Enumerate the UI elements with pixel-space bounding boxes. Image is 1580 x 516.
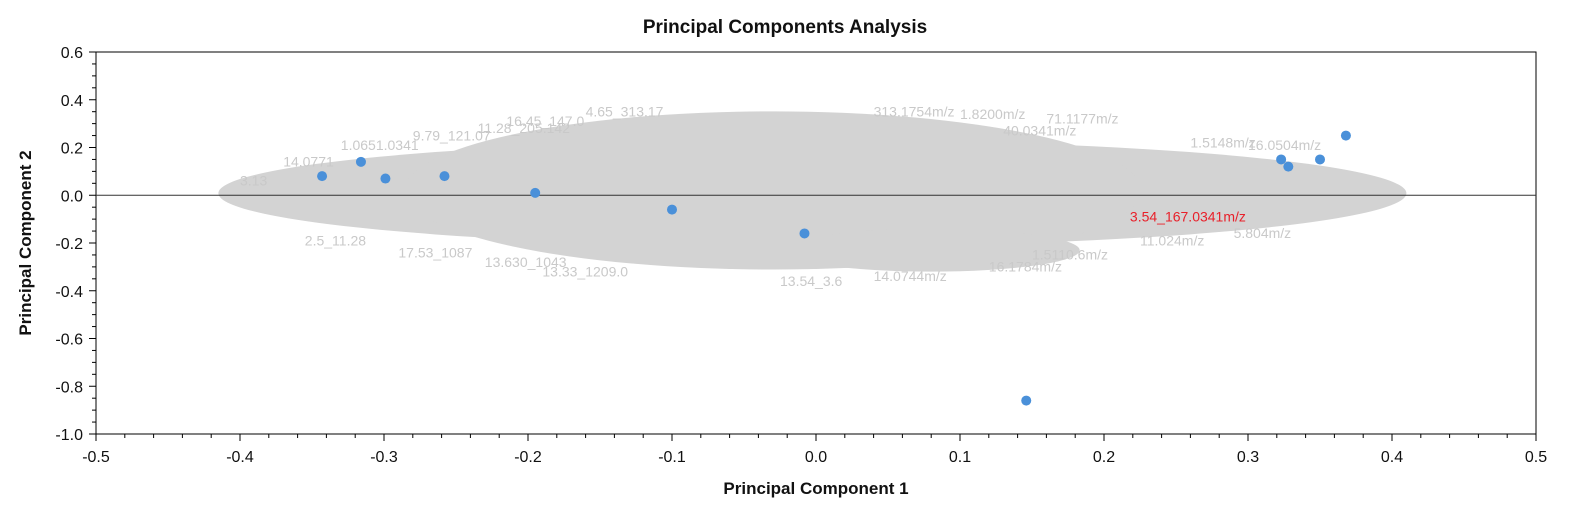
- x-tick-label: -0.4: [226, 449, 254, 466]
- y-tick-label: 0.4: [61, 93, 83, 110]
- cloud-label: 1.0651.0341: [341, 137, 419, 153]
- data-point[interactable]: [1315, 154, 1325, 165]
- data-points: 3.54_167.0341m/z: [317, 130, 1351, 406]
- cloud-label: 11.024m/z: [1140, 232, 1204, 248]
- y-tick-label: 0.2: [61, 141, 83, 158]
- label-cloud-core: [782, 228, 1080, 272]
- highlighted-label: 3.54_167.0341m/z: [1130, 209, 1246, 225]
- y-tick-label: -0.2: [55, 236, 83, 253]
- cloud-label: 17.53_1087: [398, 244, 472, 260]
- cloud-label: 71.1177m/z: [1046, 111, 1118, 127]
- label-cloud: 16.45_147.04.65_313.17 313.1754m/z 1.8200m…: [218, 103, 1407, 289]
- cloud-label: 13.630_1043: [485, 254, 567, 270]
- cloud-label: 1.5110.6m/z: [1032, 247, 1108, 263]
- x-tick-label: 0.2: [1093, 449, 1115, 466]
- data-point[interactable]: [1021, 395, 1032, 406]
- data-point[interactable]: [1340, 130, 1351, 141]
- data-point[interactable]: [1283, 161, 1294, 172]
- cloud-label: 14.0771: [283, 154, 334, 170]
- cloud-label: 9.79_121.07: [413, 127, 491, 143]
- data-point[interactable]: [667, 204, 677, 215]
- y-tick-label: -0.6: [55, 332, 83, 349]
- cloud-label: 5.804m/z: [1234, 225, 1292, 241]
- data-point[interactable]: [439, 171, 450, 182]
- x-axis-label: Principal Component 1: [723, 479, 908, 498]
- y-tick-label: -1.0: [55, 427, 83, 444]
- x-tick-label: 0.3: [1237, 449, 1259, 466]
- y-axis-label: Principal Component 2: [16, 150, 35, 335]
- x-tick-label: -0.3: [370, 449, 398, 466]
- data-point[interactable]: [530, 187, 541, 198]
- axes: -0.5 -0.4 -0.3 -0.2 -0.1 0.0 0.1 0.2 0.3 0.4 0.5 0.…: [55, 45, 1547, 466]
- data-point[interactable]: [380, 173, 391, 184]
- cloud-label: 4.65_313.17: [586, 103, 664, 119]
- cloud-label: 1.8200m/z: [960, 106, 1025, 122]
- y-tick-label: 0.0: [61, 188, 83, 205]
- cloud-label: 16.45_147.0: [506, 113, 584, 129]
- cloud-label: 40.0341m/z: [1003, 123, 1076, 139]
- cloud-label: 11.28_205.142: [478, 120, 571, 136]
- x-tick-label: 0.4: [1381, 449, 1403, 466]
- x-tick-label: 0.0: [805, 449, 827, 466]
- x-tick-label: 0.1: [949, 449, 971, 466]
- data-point[interactable]: [1276, 154, 1287, 165]
- x-tick-label: -0.5: [82, 449, 110, 466]
- y-tick-label: -0.8: [55, 379, 83, 396]
- cloud-label: 14.0744m/z: [874, 268, 947, 284]
- cloud-label: 2.5_11.28: [305, 232, 366, 248]
- y-tick-label: 0.6: [61, 45, 83, 62]
- y-tick-label: -0.4: [55, 284, 83, 301]
- chart-title: Principal Components Analysis: [643, 17, 927, 38]
- x-tick-label: -0.1: [658, 449, 686, 466]
- cloud-label: 13.54_3.6: [780, 273, 842, 289]
- cloud-label: 16.1784m/z: [989, 259, 1062, 275]
- data-point[interactable]: [355, 156, 366, 167]
- x-tick-label: 0.5: [1525, 449, 1547, 466]
- cloud-label: 16.0504m/z: [1248, 137, 1321, 153]
- cloud-label: 3.13: [240, 173, 267, 189]
- cloud-label: 313.1754m/z: [874, 103, 955, 119]
- cloud-label: 1.5148m/z: [1190, 135, 1255, 151]
- data-point[interactable]: [317, 171, 328, 182]
- data-point[interactable]: [799, 228, 810, 239]
- cloud-label: 13.33_1209.0: [542, 263, 628, 279]
- x-tick-label: -0.2: [514, 449, 542, 466]
